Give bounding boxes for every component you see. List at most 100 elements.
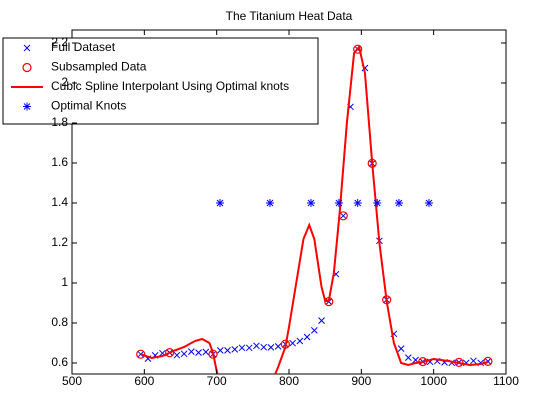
marker-stroke bbox=[373, 199, 381, 207]
marker-stroke bbox=[202, 348, 210, 356]
marker-star bbox=[265, 199, 274, 207]
marker-cross bbox=[253, 342, 260, 350]
x-tick-label: 500 bbox=[62, 374, 82, 388]
marker-cross bbox=[470, 357, 477, 365]
marker-stroke bbox=[310, 327, 318, 334]
marker-ring bbox=[483, 356, 493, 366]
marker-stroke bbox=[395, 199, 403, 207]
marker-star bbox=[215, 199, 224, 207]
marker-stroke bbox=[266, 199, 274, 207]
marker-stroke bbox=[216, 199, 224, 207]
x-tick-label: 1000 bbox=[420, 374, 447, 388]
marker-ring bbox=[136, 349, 146, 359]
marker-star bbox=[306, 199, 315, 207]
legend-label: Full Dataset bbox=[51, 40, 116, 54]
marker-star bbox=[23, 102, 31, 111]
x-tick-label: 900 bbox=[351, 374, 371, 388]
x-tick-label: 800 bbox=[279, 374, 299, 388]
marker-cross bbox=[296, 337, 304, 345]
marker-stroke bbox=[253, 342, 260, 350]
legend: Full Dataset Subsampled Data Cubic Spline … bbox=[2, 37, 319, 125]
marker-stroke bbox=[260, 343, 268, 351]
marker-cross bbox=[231, 346, 239, 353]
marker-cross bbox=[238, 344, 246, 352]
marker-stroke bbox=[335, 199, 343, 207]
y-tick-label: 0.8 bbox=[51, 315, 68, 329]
y-tick-label: 1 bbox=[61, 275, 68, 289]
marker-cross bbox=[23, 44, 31, 52]
marker-stroke bbox=[180, 350, 188, 358]
marker-cross bbox=[267, 344, 275, 351]
marker-cross bbox=[245, 344, 253, 352]
marker-stroke bbox=[216, 347, 224, 354]
marker-cross bbox=[216, 347, 224, 354]
marker-ring bbox=[165, 348, 175, 358]
marker-cross bbox=[303, 333, 311, 341]
marker-cross bbox=[173, 351, 181, 359]
marker-circle bbox=[483, 356, 493, 366]
marker-stroke bbox=[296, 337, 304, 345]
y-tick-label: 2.2 bbox=[51, 35, 68, 49]
marker-stroke bbox=[470, 357, 477, 365]
marker-stroke bbox=[245, 344, 253, 352]
legend-label: Optimal Knots bbox=[51, 99, 126, 113]
y-tick-label: 1.6 bbox=[51, 155, 68, 169]
marker-cross bbox=[260, 343, 268, 351]
marker-stroke bbox=[404, 354, 412, 361]
marker-star bbox=[373, 199, 382, 207]
marker-stroke bbox=[195, 349, 202, 356]
marker-stroke bbox=[238, 344, 246, 352]
marker-ring bbox=[353, 44, 363, 54]
marker-stroke bbox=[231, 346, 239, 353]
marker-stroke bbox=[187, 348, 195, 355]
y-tick-label: 1.8 bbox=[51, 115, 68, 129]
marker-circle bbox=[353, 44, 363, 54]
series-line bbox=[140, 44, 489, 374]
marker-stroke bbox=[23, 103, 31, 110]
x-tick-label: 600 bbox=[134, 374, 154, 388]
marker-stroke bbox=[173, 351, 181, 359]
marker-circle bbox=[136, 349, 146, 359]
legend-box bbox=[2, 37, 319, 125]
y-tick-label: 2 bbox=[61, 75, 68, 89]
marker-cross bbox=[274, 343, 282, 350]
marker-cross bbox=[202, 348, 210, 356]
plot-layer bbox=[136, 44, 493, 374]
marker-stroke bbox=[448, 359, 456, 367]
marker-ring bbox=[22, 62, 32, 73]
marker-cross bbox=[339, 212, 347, 220]
marker-cross bbox=[224, 347, 231, 354]
marker-cross bbox=[318, 317, 325, 324]
marker-cross bbox=[404, 354, 412, 361]
marker-circle bbox=[165, 348, 175, 358]
marker-cross bbox=[195, 349, 202, 356]
marker-stroke bbox=[224, 347, 231, 354]
marker-stroke bbox=[354, 199, 362, 207]
marker-star bbox=[334, 199, 343, 207]
y-tick-label: 1.2 bbox=[51, 235, 68, 249]
marker-stroke bbox=[303, 333, 311, 341]
marker-star bbox=[394, 199, 403, 207]
marker-cross bbox=[310, 327, 318, 334]
marker-cross bbox=[397, 345, 405, 352]
marker-stroke bbox=[23, 44, 31, 52]
marker-stroke bbox=[339, 212, 347, 220]
marker-star bbox=[353, 199, 362, 207]
marker-stroke bbox=[425, 199, 433, 207]
marker-stroke bbox=[267, 344, 275, 351]
marker-star bbox=[424, 199, 433, 207]
marker-stroke bbox=[318, 317, 325, 324]
marker-circle bbox=[22, 62, 32, 73]
marker-cross bbox=[187, 348, 195, 355]
x-tick-label: 1100 bbox=[493, 374, 519, 388]
marker-stroke bbox=[289, 339, 296, 347]
marker-stroke bbox=[412, 356, 419, 364]
y-tick-label: 1.4 bbox=[51, 195, 68, 209]
marker-stroke bbox=[307, 199, 315, 207]
marker-stroke bbox=[159, 349, 166, 357]
chart-title: The Titanium Heat Data bbox=[226, 9, 353, 23]
marker-stroke bbox=[361, 64, 369, 72]
legend-label: Subsampled Data bbox=[51, 60, 147, 74]
marker-cross bbox=[180, 350, 188, 358]
